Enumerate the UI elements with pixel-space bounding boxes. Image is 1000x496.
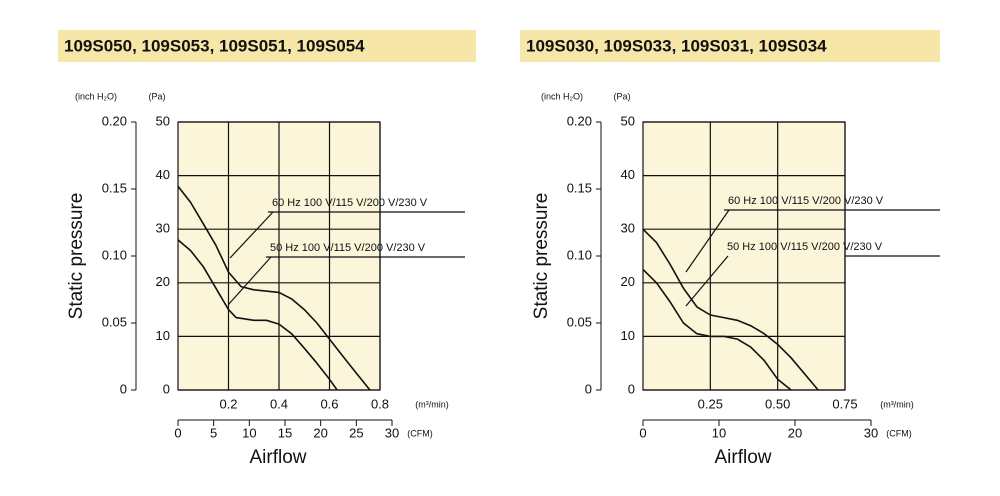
x-unit: (m³/min) xyxy=(880,399,914,409)
y-axis-title: Static pressure xyxy=(66,193,87,320)
x2-unit: (CFM) xyxy=(886,428,912,438)
series-line xyxy=(642,268,792,391)
series-label: 50 Hz 100 V/115 V/200 V/230 V xyxy=(270,242,426,254)
leader-line xyxy=(227,256,272,306)
x-tick-label: 0.8 xyxy=(371,396,389,411)
x2-tick-label: 15 xyxy=(278,425,292,440)
y-tick-label: 50 xyxy=(621,113,635,128)
title-band xyxy=(520,30,940,62)
y-tick-label: 10 xyxy=(156,328,170,343)
y-tick-label: 20 xyxy=(621,274,635,289)
y-axis-title: Static pressure xyxy=(531,193,552,320)
x2-tick-label: 20 xyxy=(788,425,802,440)
x-tick-label: 0.4 xyxy=(270,396,288,411)
x2-tick-label: 0 xyxy=(639,425,646,440)
y2-tick-label: 0.05 xyxy=(102,314,127,329)
y2-unit: (inch H₂O) xyxy=(75,91,117,101)
series-line xyxy=(177,239,338,391)
y-tick-label: 30 xyxy=(621,221,635,236)
y-unit: (Pa) xyxy=(613,91,630,101)
x2-tick-label: 20 xyxy=(313,425,327,440)
x2-tick-label: 30 xyxy=(864,425,878,440)
y2-tick-label: 0.10 xyxy=(102,247,127,262)
x-axis-title: Airflow xyxy=(249,447,306,468)
y2-unit: (inch H₂O) xyxy=(541,91,583,101)
y2-tick-label: 0.15 xyxy=(567,180,592,195)
series-label: 60 Hz 100 V/115 V/200 V/230 V xyxy=(272,197,428,209)
plot-area xyxy=(642,121,846,391)
x2-tick-label: 10 xyxy=(242,425,256,440)
x2-tick-label: 5 xyxy=(210,425,217,440)
x-tick-label: 0.50 xyxy=(765,396,790,411)
chart-title: 109S030, 109S033, 109S031, 109S034 xyxy=(526,36,827,55)
y-tick-label: 40 xyxy=(156,167,170,182)
y2-tick-label: 0.10 xyxy=(567,247,592,262)
y-tick-label: 0 xyxy=(163,381,170,396)
y2-tick-label: 0 xyxy=(120,381,127,396)
y-tick-label: 10 xyxy=(621,328,635,343)
series-label: 50 Hz 100 V/115 V/200 V/230 V xyxy=(727,241,883,253)
y-tick-label: 50 xyxy=(156,113,170,128)
y-unit: (Pa) xyxy=(148,91,165,101)
x-tick-label: 0.6 xyxy=(320,396,338,411)
y-tick-label: 0 xyxy=(628,381,635,396)
chart-title: 109S050, 109S053, 109S051, 109S054 xyxy=(64,36,365,55)
x2-tick-label: 30 xyxy=(385,425,399,440)
x-tick-label: 0.25 xyxy=(698,396,723,411)
x-tick-label: 0.2 xyxy=(219,396,237,411)
y2-tick-label: 0.20 xyxy=(102,113,127,128)
y2-tick-label: 0 xyxy=(585,381,592,396)
leader-line xyxy=(685,255,729,307)
series-label: 60 Hz 100 V/115 V/200 V/230 V xyxy=(728,195,884,207)
y2-tick-label: 0.15 xyxy=(102,180,127,195)
series-line xyxy=(177,185,371,391)
series-line xyxy=(642,228,819,391)
x2-tick-label: 0 xyxy=(174,425,181,440)
y2-tick-label: 0.05 xyxy=(567,314,592,329)
x2-tick-label: 25 xyxy=(349,425,363,440)
y-tick-label: 30 xyxy=(156,221,170,236)
x-tick-label: 0.75 xyxy=(832,396,857,411)
y-tick-label: 20 xyxy=(156,274,170,289)
title-band xyxy=(58,30,476,62)
y2-tick-label: 0.20 xyxy=(567,113,592,128)
x2-unit: (CFM) xyxy=(407,428,433,438)
leader-line xyxy=(685,209,730,273)
leader-line xyxy=(229,211,274,259)
y-tick-label: 40 xyxy=(621,167,635,182)
x2-tick-label: 10 xyxy=(712,425,726,440)
x-unit: (m³/min) xyxy=(415,399,449,409)
x-axis-title: Airflow xyxy=(714,447,771,468)
